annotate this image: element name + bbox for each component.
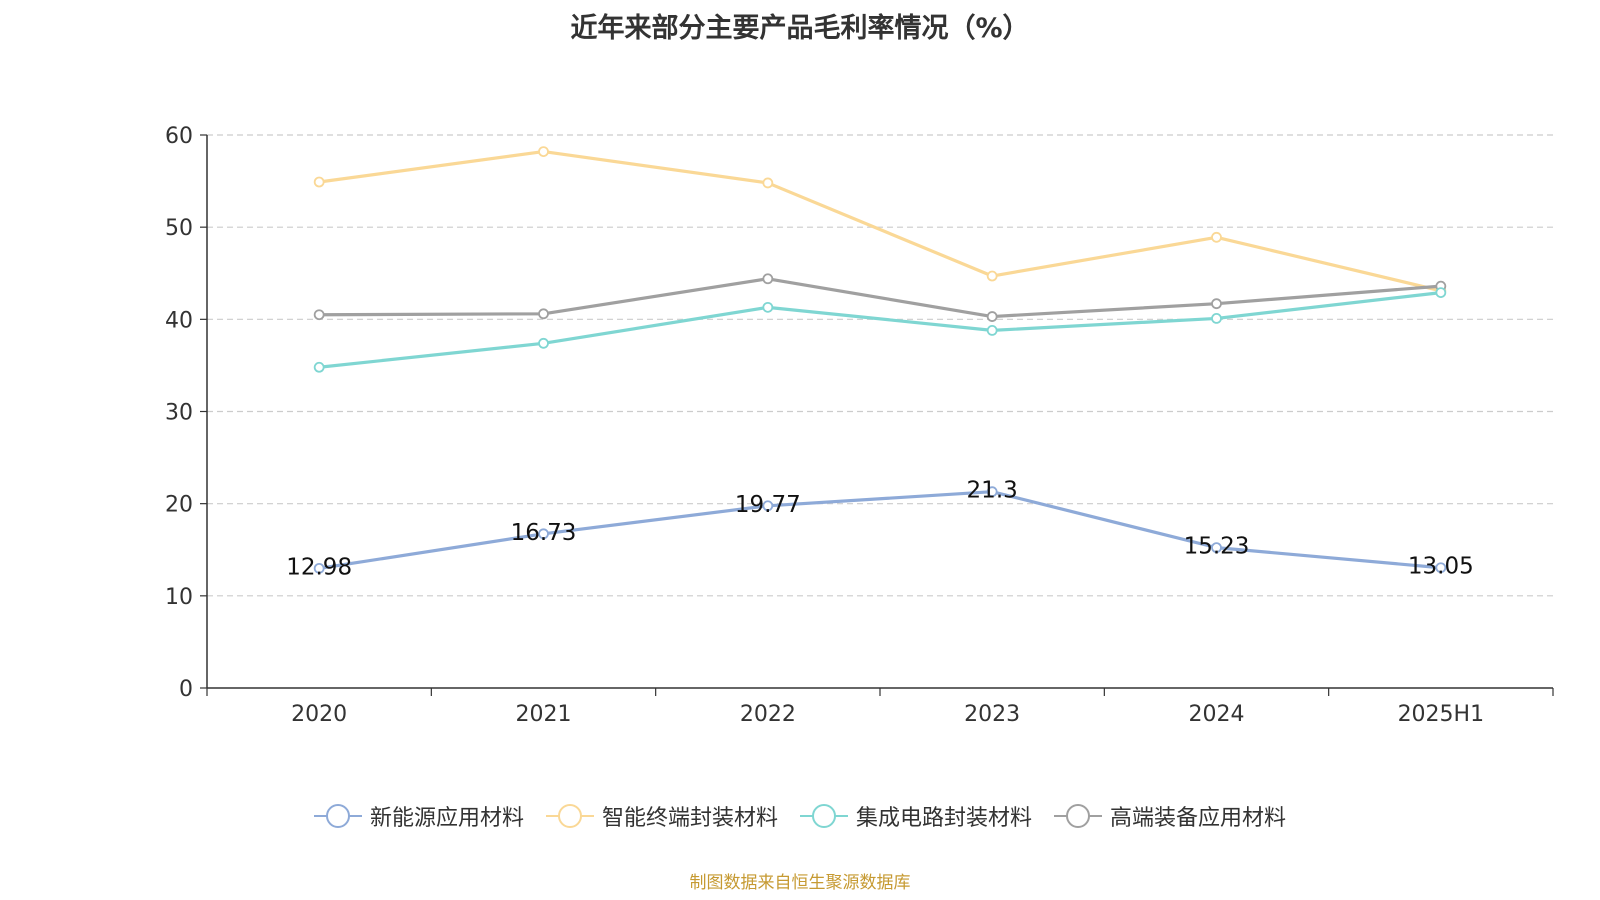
legend-label: 新能源应用材料 <box>369 806 524 831</box>
x-tick-label: 2025H1 <box>1398 702 1485 727</box>
data-label: 19.77 <box>735 492 801 518</box>
data-point <box>1211 542 1222 554</box>
data-label: 13.05 <box>1408 554 1474 580</box>
data-point <box>762 273 774 285</box>
data-point <box>313 309 325 321</box>
data-label: 16.73 <box>511 520 577 546</box>
data-point <box>986 311 998 322</box>
legend-item-4[interactable]: 高端装备应用材料 <box>1054 800 1286 832</box>
data-point <box>986 324 998 336</box>
series-line <box>319 277 1441 319</box>
data-point <box>538 308 549 320</box>
line-chart: 0 10 20 30 40 50 60 2020 2021 2022 2023 2024 2025H1 1… <box>165 124 1554 727</box>
data-point <box>313 176 325 188</box>
legend-label: 智能终端封装材料 <box>601 806 778 831</box>
legend-label: 高端装备应用材料 <box>1110 806 1287 831</box>
data-point <box>1435 562 1447 574</box>
data-point <box>1211 231 1222 243</box>
legend: 新能源应用材料 智能终端封装材料 集成电路封装材料 高端装备应用材料 <box>0 800 1600 832</box>
legend-label: 集成电路封装材料 <box>856 806 1033 831</box>
series-line <box>318 291 1442 369</box>
data-point <box>762 500 774 512</box>
data-point <box>762 177 774 189</box>
legend-item-3[interactable]: 集成电路封装材料 <box>800 800 1032 832</box>
y-tick-label: 0 <box>179 677 193 702</box>
data-point <box>538 528 549 540</box>
y-tick-label: 60 <box>165 124 193 149</box>
chart-title: 近年来部分主要产品毛利率情况（%） <box>570 13 1030 44</box>
legend-item-2[interactable]: 智能终端封装材料 <box>545 800 778 832</box>
source-note: 制图数据来自恒生聚源数据库 <box>689 873 911 893</box>
data-point <box>538 146 549 157</box>
legend-swatch-icon <box>800 804 848 828</box>
legend-swatch-icon <box>545 804 594 828</box>
data-point <box>762 301 774 313</box>
data-point <box>986 486 998 498</box>
data-point <box>313 361 325 373</box>
data-label: 12.98 <box>286 554 352 580</box>
data-point <box>313 562 325 574</box>
x-tick-label: 2024 <box>1189 702 1245 727</box>
y-tick-label: 50 <box>165 216 193 241</box>
y-tick-label: 40 <box>165 308 193 333</box>
data-point <box>1435 287 1447 299</box>
data-point <box>1211 298 1222 310</box>
data-point <box>1211 313 1222 324</box>
y-tick-label: 20 <box>165 493 193 518</box>
data-point <box>538 337 549 349</box>
x-tick-label: 2022 <box>740 702 796 727</box>
data-label: 15.23 <box>1184 534 1250 560</box>
x-tick-label: 2023 <box>964 702 1020 727</box>
legend-item-1[interactable]: 新能源应用材料 <box>313 800 524 832</box>
data-point <box>986 270 998 282</box>
x-tick-label: 2021 <box>516 702 572 727</box>
x-tick-label: 2020 <box>291 702 347 727</box>
legend-swatch-icon <box>1054 804 1103 828</box>
series-line <box>318 490 1441 570</box>
y-tick-label: 10 <box>165 585 193 610</box>
data-label: 21.3 <box>967 478 1018 504</box>
series-line <box>318 149 1442 293</box>
y-tick-label: 30 <box>165 401 193 426</box>
legend-swatch-icon <box>313 804 362 828</box>
